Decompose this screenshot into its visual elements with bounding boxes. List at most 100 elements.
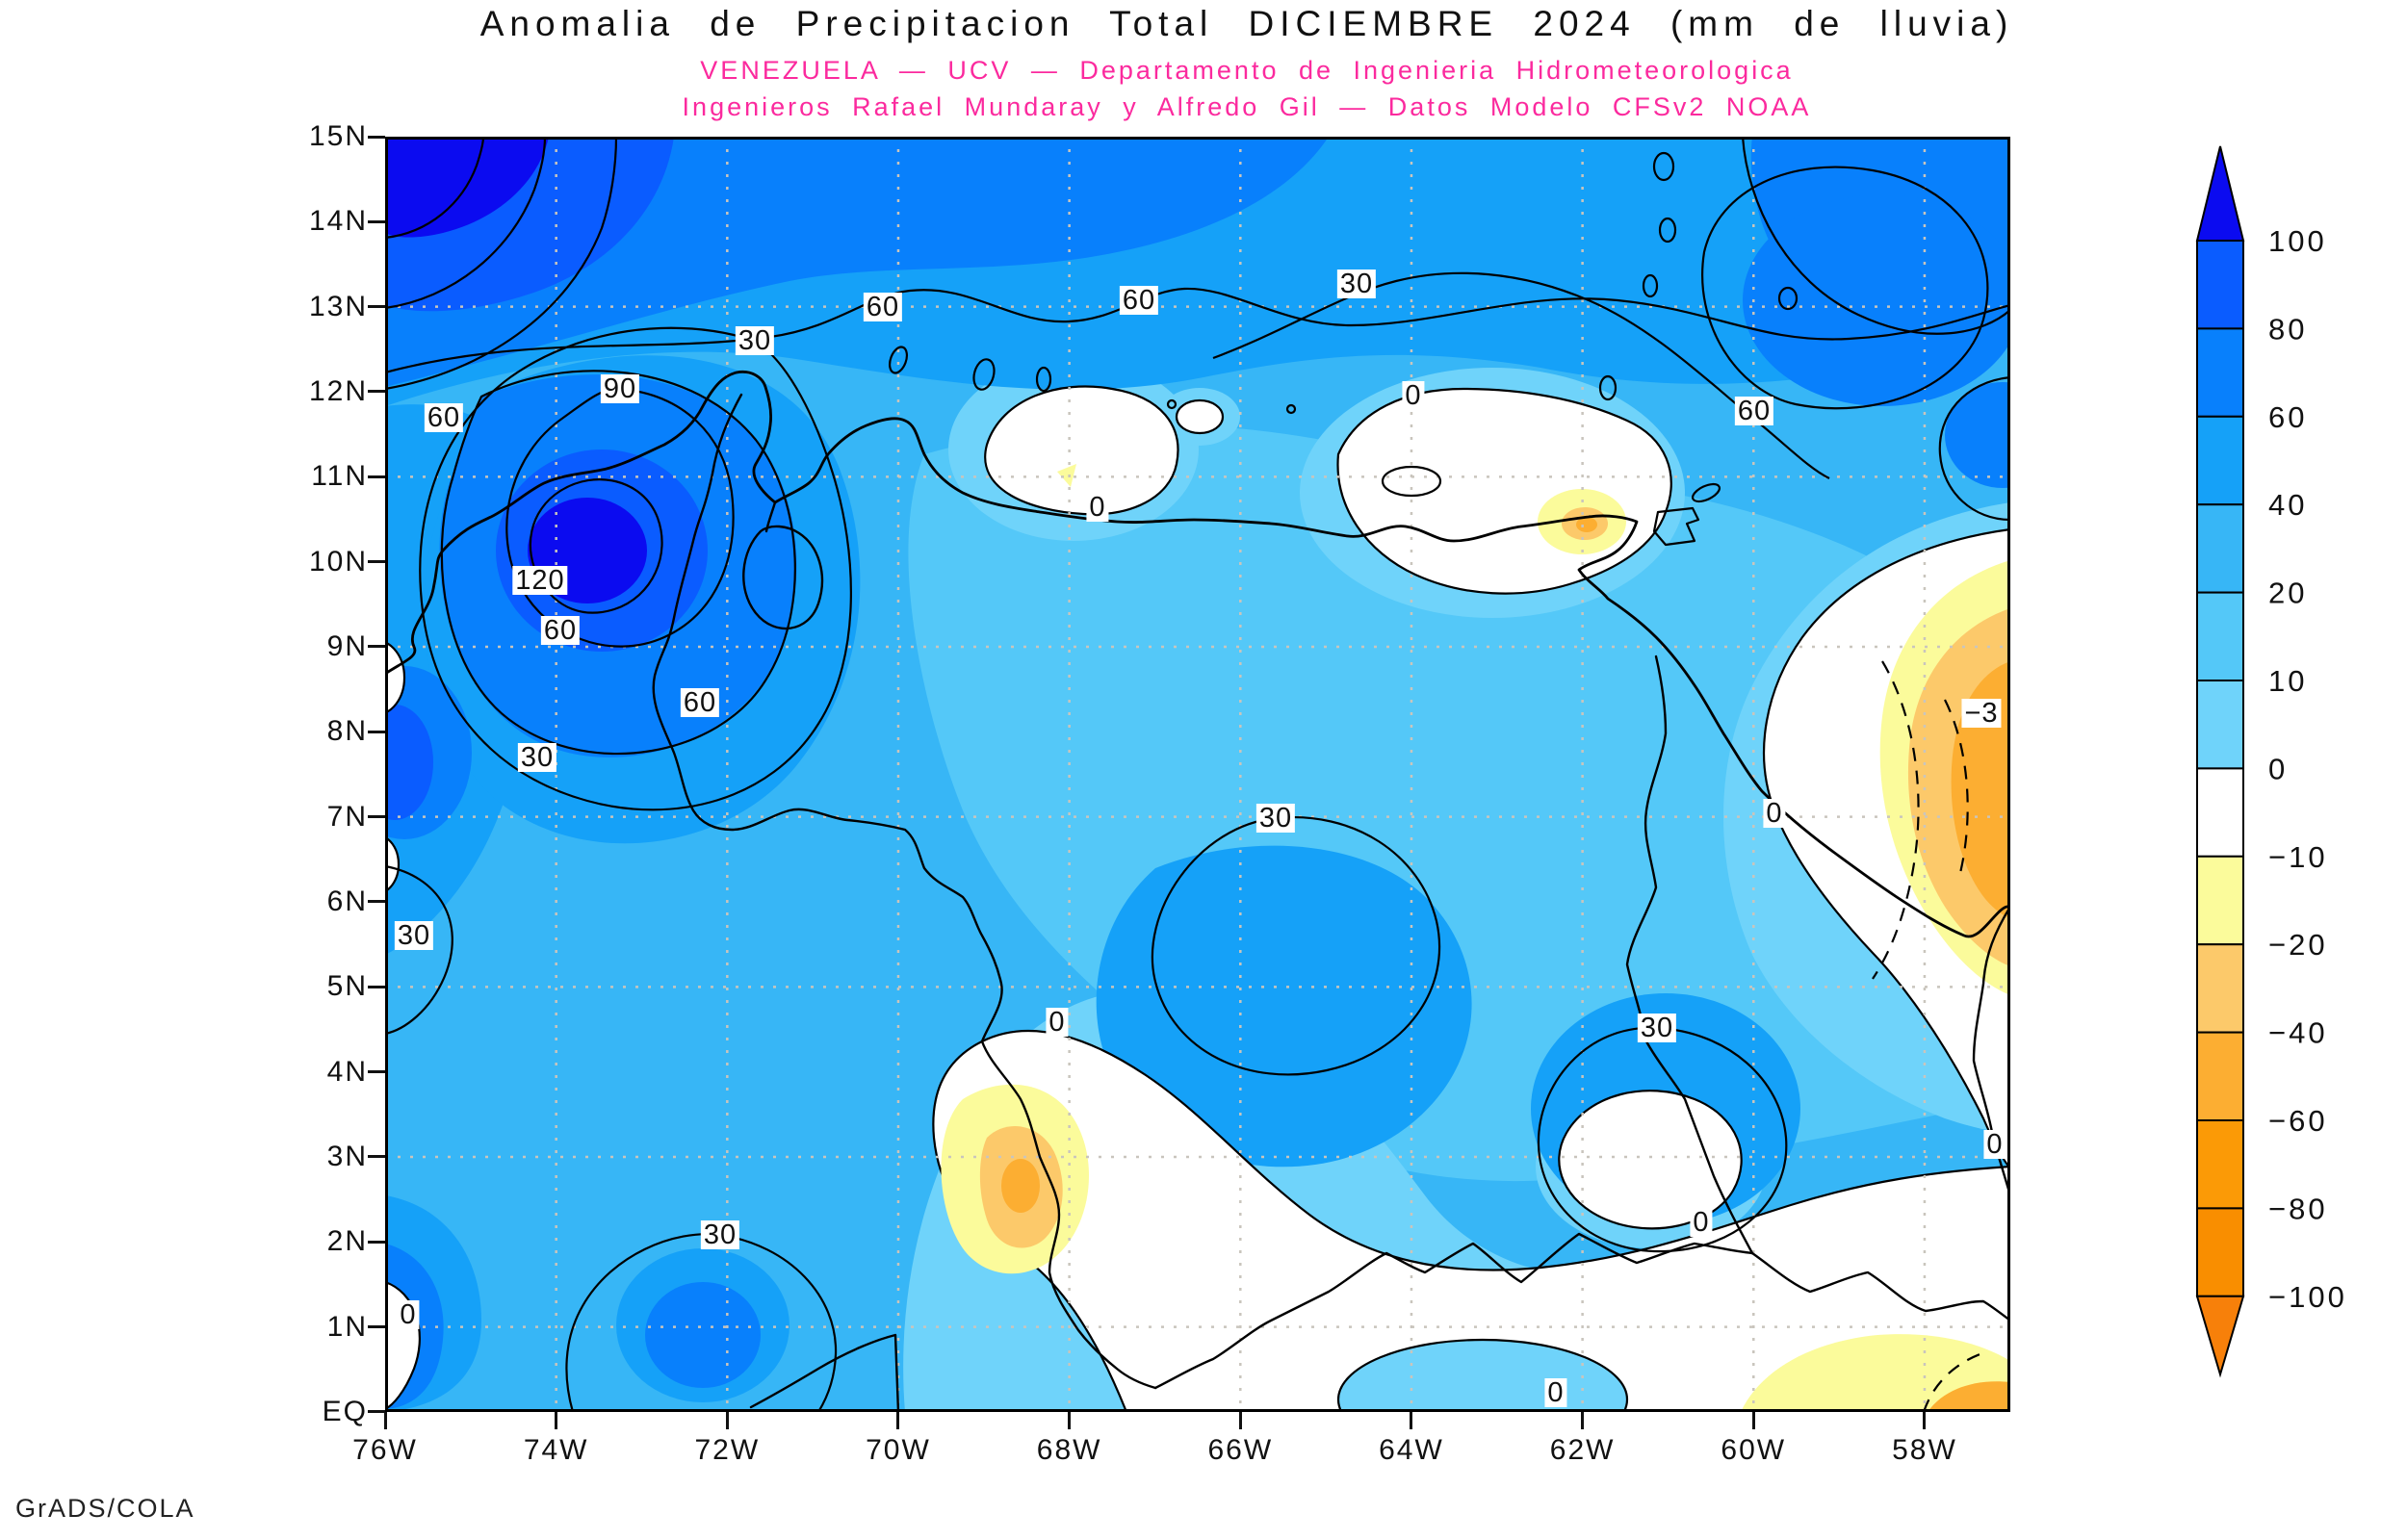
contour-label: 30 <box>1337 270 1376 298</box>
lat-tick-mark <box>368 305 385 308</box>
lon-tick-label: 68W <box>1012 1435 1127 1466</box>
colorbar-tick-label: 0 <box>2268 752 2288 785</box>
lon-tick-label: 70W <box>841 1435 956 1466</box>
contour-label: 0 <box>1690 1208 1712 1237</box>
lat-tick-label: 14N <box>291 206 368 237</box>
lat-tick-mark <box>368 986 385 988</box>
contour-label: 60 <box>541 616 580 645</box>
colorbar-segment <box>2197 944 2243 1032</box>
contour-label: 30 <box>701 1220 739 1249</box>
colorbar-segment <box>2197 241 2243 328</box>
lat-tick-label: 2N <box>291 1226 368 1257</box>
lat-tick-mark <box>368 1241 385 1244</box>
contour-label: 30 <box>1638 1014 1676 1042</box>
filled-contours <box>385 137 2010 1412</box>
contour-label: −3 <box>1961 699 2001 728</box>
lon-tick-mark <box>726 1412 729 1429</box>
contour-label: 60 <box>1735 397 1773 425</box>
lon-tick-mark <box>1752 1412 1755 1429</box>
colorbar-tick-label: −20 <box>2268 928 2328 962</box>
lon-tick-mark <box>1581 1412 1584 1429</box>
lat-tick-label: 3N <box>291 1142 368 1172</box>
lat-tick-label: 15N <box>291 121 368 152</box>
lon-tick-mark <box>1410 1412 1412 1429</box>
lat-tick-mark <box>368 1155 385 1158</box>
lon-tick-label: 74W <box>499 1435 614 1466</box>
lat-tick-mark <box>368 645 385 648</box>
lon-tick-mark <box>1239 1412 1242 1429</box>
lon-tick-label: 60W <box>1695 1435 1811 1466</box>
lon-tick-label: 64W <box>1354 1435 1469 1466</box>
contour-label: 60 <box>425 403 463 432</box>
lat-tick-mark <box>368 390 385 393</box>
colorbar-tick-label: 80 <box>2268 312 2307 346</box>
lat-tick-label: 7N <box>291 802 368 833</box>
lat-tick-mark <box>368 1325 385 1328</box>
contour-label: 0 <box>1086 493 1108 522</box>
colorbar-segment <box>2197 1033 2243 1120</box>
lon-tick-label: 76W <box>327 1435 443 1466</box>
contour-label: 60 <box>864 293 902 321</box>
contour-label: 0 <box>1763 799 1785 828</box>
lat-tick-label: 11N <box>291 461 368 492</box>
colorbar-segment <box>2197 504 2243 592</box>
grads-credit: GrADS/COLA <box>15 1494 195 1524</box>
colorbar-segment <box>2197 857 2243 944</box>
lat-tick-mark <box>368 731 385 733</box>
page-title: Anomalia de Precipitacion Total DICIEMBR… <box>164 4 2330 44</box>
colorbar-segment <box>2197 1208 2243 1296</box>
colorbar-segment <box>2197 328 2243 416</box>
lat-tick-label: EQ <box>291 1397 368 1427</box>
lat-tick-label: 12N <box>291 376 368 407</box>
lat-tick-mark <box>368 1070 385 1073</box>
contour-label: 0 <box>1402 381 1424 410</box>
colorbar-tick-label: −80 <box>2268 1192 2328 1225</box>
lat-tick-mark <box>368 475 385 478</box>
lat-tick-label: 4N <box>291 1057 368 1088</box>
colorbar-segment <box>2197 680 2243 768</box>
lat-tick-label: 9N <box>291 631 368 662</box>
lon-tick-label: 72W <box>669 1435 785 1466</box>
contour-label: 90 <box>601 374 639 403</box>
contour-label: 30 <box>736 326 774 355</box>
colorbar-tick-label: 60 <box>2268 400 2307 434</box>
colorbar-tick-label: 10 <box>2268 664 2307 698</box>
contour-label: 0 <box>397 1300 419 1329</box>
contour-label: 0 <box>1046 1008 1068 1037</box>
colorbar-arrow-bottom <box>2197 1296 2243 1374</box>
contour-label: 120 <box>512 566 567 595</box>
lon-tick-mark <box>555 1412 557 1429</box>
colorbar-tick-label: −10 <box>2268 840 2328 874</box>
grads-precipitation-anomaly-map: Anomalia de Precipitacion Total DICIEMBR… <box>0 0 2407 1540</box>
contour-label: 30 <box>395 921 433 950</box>
anomaly-map-canvas <box>385 137 2010 1412</box>
contour-label: 60 <box>1120 286 1158 315</box>
contour-label: 60 <box>681 688 719 717</box>
lat-tick-label: 6N <box>291 886 368 917</box>
contour-label: 30 <box>1256 804 1295 833</box>
colorbar-legend: 10080604020100−10−20−40−60−80−100 <box>2186 125 2397 1405</box>
lon-tick-mark <box>1923 1412 1926 1429</box>
lon-tick-label: 62W <box>1525 1435 1641 1466</box>
lon-tick-mark <box>384 1412 387 1429</box>
contour-label: 0 <box>1983 1130 2006 1159</box>
lat-tick-label: 1N <box>291 1312 368 1343</box>
lat-tick-mark <box>368 560 385 563</box>
lat-tick-mark <box>368 220 385 223</box>
colorbar-segment <box>2197 417 2243 504</box>
lat-tick-label: 13N <box>291 292 368 322</box>
lat-tick-mark <box>368 1410 385 1413</box>
colorbar-arrow-top <box>2197 146 2243 241</box>
subtitle-institution: VENEZUELA — UCV — Departamento de Ingeni… <box>164 56 2330 86</box>
colorbar-tick-label: −100 <box>2268 1280 2347 1314</box>
colorbar-tick-label: 40 <box>2268 488 2307 522</box>
lat-tick-label: 8N <box>291 716 368 747</box>
lat-tick-mark <box>368 900 385 903</box>
colorbar-segment <box>2197 1120 2243 1208</box>
lon-tick-mark <box>896 1412 899 1429</box>
lat-tick-mark <box>368 136 385 139</box>
colorbar-tick-label: −60 <box>2268 1104 2328 1138</box>
colorbar-segment <box>2197 768 2243 856</box>
lon-tick-label: 58W <box>1867 1435 1982 1466</box>
colorbar-tick-label: −40 <box>2268 1016 2328 1050</box>
